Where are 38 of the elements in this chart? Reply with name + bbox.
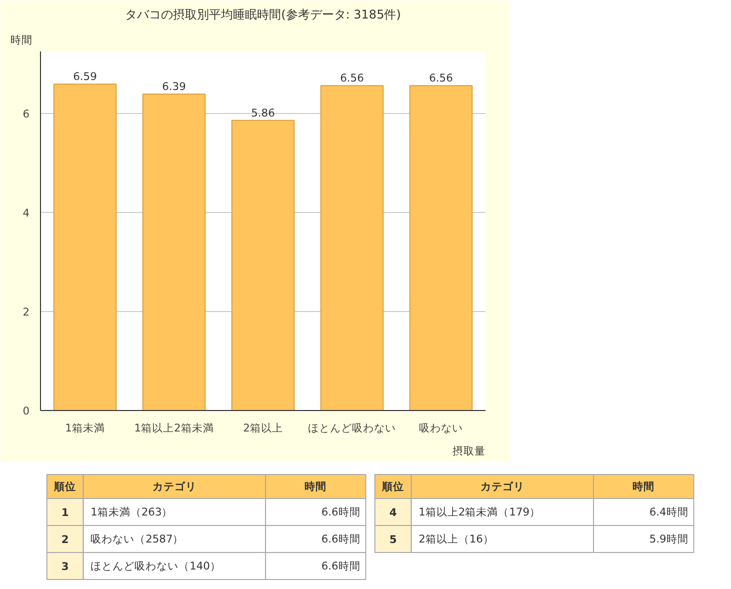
x-tick-label: 吸わない — [419, 422, 463, 434]
y-tick-label: 0 — [22, 404, 30, 418]
x-tick-label: 2箱以上 — [243, 422, 283, 434]
text: 6.6時間 — [321, 532, 360, 546]
y-tick-label: 2 — [22, 305, 30, 318]
y-axis-title: 時間 — [10, 34, 32, 46]
y-tick-label: 4 — [22, 206, 30, 220]
y-tick-label: 6 — [22, 107, 30, 120]
text: 6.6時間 — [321, 506, 360, 518]
data-label: 6.39 — [162, 80, 186, 94]
text: 2箱以上（16） — [418, 532, 494, 546]
text: 2 — [61, 533, 69, 546]
text: 6.4時間 — [649, 506, 688, 518]
x-tick-label: 1箱未満 — [65, 422, 105, 434]
x-axis-title: 摂取量 — [452, 444, 486, 458]
data-label: 5.86 — [251, 106, 276, 120]
text: 3 — [61, 560, 69, 573]
text: カテゴリ — [152, 480, 196, 493]
text: 吸わない（2587） — [90, 532, 184, 546]
x-tick-label: ほとんど吸わない — [308, 422, 396, 434]
text: 1箱以上2箱未満（179） — [418, 506, 541, 518]
text: カテゴリ — [480, 480, 524, 493]
text: 順位 — [53, 480, 76, 493]
text: 1箱未満（263） — [90, 506, 173, 518]
data-label: 6.56 — [429, 72, 454, 85]
text: 順位 — [381, 480, 404, 493]
x-tick-label: 1箱以上2箱未満 — [134, 422, 214, 434]
text: 時間 — [632, 480, 655, 493]
text: 5 — [389, 533, 397, 546]
text: 5.9時間 — [649, 532, 688, 546]
text: 時間 — [304, 480, 327, 493]
chart-title: タバコの摂取別平均睡眠時間(参考データ: 3185件) — [125, 8, 401, 22]
text: 4 — [389, 506, 397, 519]
text: 6.6時間 — [321, 560, 360, 572]
data-label: 6.59 — [73, 70, 98, 84]
text: ほとんど吸わない（140） — [90, 560, 221, 572]
data-label: 6.56 — [340, 72, 364, 85]
text: 1 — [61, 506, 69, 519]
